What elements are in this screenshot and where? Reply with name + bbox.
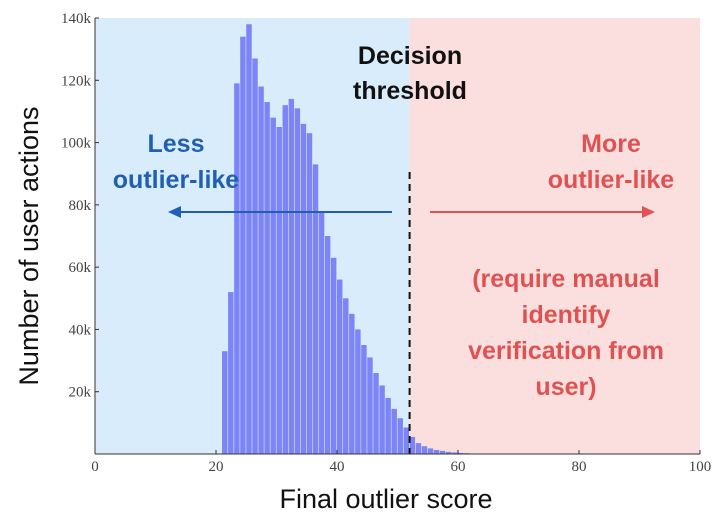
more-outlier-region xyxy=(409,18,700,454)
histogram-bar xyxy=(330,257,337,454)
y-tick-label: 40k xyxy=(69,322,92,338)
x-tick-label: 80 xyxy=(572,459,587,475)
less-outlier-label-line2: outlier-like xyxy=(113,166,240,194)
histogram-bar xyxy=(433,449,440,454)
histogram-bar xyxy=(222,351,228,454)
histogram-bar xyxy=(288,98,295,454)
histogram-bar xyxy=(234,83,240,455)
histogram-bar xyxy=(349,313,355,454)
x-tick-label: 60 xyxy=(451,459,466,475)
histogram-bar xyxy=(294,108,301,455)
y-tick-label: 100k xyxy=(61,136,92,152)
histogram-bar xyxy=(270,117,276,455)
histogram-bar xyxy=(252,58,258,454)
histogram-bar xyxy=(391,408,397,454)
more-outlier-arrow xyxy=(430,206,655,218)
histogram-bar xyxy=(343,298,349,454)
less-outlier-arrow xyxy=(168,206,392,218)
histogram-bar xyxy=(409,436,416,454)
y-tick-label: 20k xyxy=(69,385,92,401)
histogram-bar xyxy=(445,451,452,454)
x-tick-label: 20 xyxy=(209,459,224,475)
histogram-bar xyxy=(415,443,422,454)
histogram-bar xyxy=(379,385,385,454)
histogram-bar xyxy=(451,452,458,454)
y-tick-label: 140k xyxy=(61,11,92,27)
threshold-label-line2: threshold xyxy=(353,77,467,105)
manual-verification-note-line3: verification from xyxy=(468,337,664,365)
histogram-bar xyxy=(439,450,446,454)
histogram-bar xyxy=(367,357,373,454)
more-outlier-label-line1: More xyxy=(581,130,641,158)
histogram-bar xyxy=(427,448,434,454)
histogram-bar xyxy=(324,236,331,454)
manual-verification-note-line1: (require manual xyxy=(472,265,660,293)
threshold-label-line1: Decision xyxy=(358,42,462,70)
histogram-bar xyxy=(355,329,361,454)
y-tick-label: 60k xyxy=(69,260,92,276)
histogram-bar xyxy=(258,86,264,454)
histogram-bar xyxy=(458,452,464,454)
histogram-bars xyxy=(222,24,488,455)
histogram-bar xyxy=(228,292,234,454)
histogram-bar xyxy=(276,127,282,454)
histogram-bar xyxy=(312,164,319,454)
axes xyxy=(94,18,700,455)
histogram-bar xyxy=(397,418,403,454)
more-outlier-label-line2: outlier-like xyxy=(548,166,675,194)
y-tick-label: 80k xyxy=(69,198,92,214)
y-axis-label: Number of user actions xyxy=(14,106,44,385)
x-axis-label: Final outlier score xyxy=(279,484,492,514)
histogram-bar xyxy=(421,446,428,454)
tick-labels: 0 20 40 60 80 100 20k 40k 60k 80k 100k 120k 140k xyxy=(61,11,711,475)
y-tick-label: 120k xyxy=(61,73,92,89)
manual-verification-note-line4: user) xyxy=(535,373,596,401)
histogram-bar xyxy=(403,427,409,454)
x-tick-label: 0 xyxy=(91,459,99,475)
less-outlier-label-line1: Less xyxy=(148,130,205,158)
x-tick-label: 100 xyxy=(689,459,712,475)
histogram-bar xyxy=(318,211,325,454)
histogram-bar xyxy=(337,279,343,454)
histogram-bar xyxy=(373,373,379,454)
histogram-bar xyxy=(306,133,313,454)
x-tick-label: 40 xyxy=(330,459,345,475)
histogram-bar xyxy=(361,345,367,454)
manual-verification-note-line2: identify xyxy=(522,301,611,329)
histogram-bar xyxy=(246,24,252,454)
histogram-bar xyxy=(300,123,307,454)
histogram-bar xyxy=(282,105,288,454)
histogram-bar xyxy=(240,36,246,454)
histogram-bar xyxy=(385,397,391,454)
histogram-bar xyxy=(264,102,270,454)
